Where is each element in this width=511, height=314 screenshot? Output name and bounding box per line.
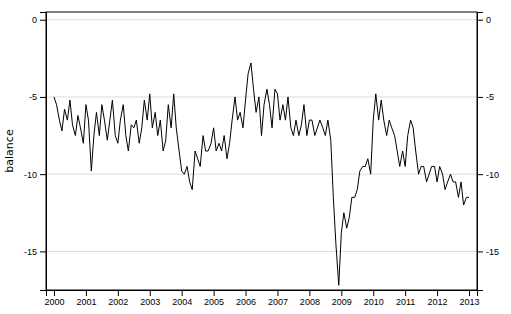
grid-line xyxy=(46,96,477,97)
tick: -5 xyxy=(29,92,46,102)
tick-label: 2012 xyxy=(428,297,448,307)
tick-label: 2007 xyxy=(268,297,288,307)
tick-mark xyxy=(40,174,46,175)
tick-mark xyxy=(150,290,151,296)
tick: -5 xyxy=(477,92,494,102)
tick-mark xyxy=(477,251,483,252)
tick: 2002 xyxy=(108,290,128,307)
tick-label: -15 xyxy=(24,247,37,257)
tick-mark xyxy=(477,97,483,98)
axis-line xyxy=(40,13,47,291)
tick-label: 2001 xyxy=(76,297,96,307)
tick-label: -5 xyxy=(29,92,37,102)
tick-mark xyxy=(246,290,247,296)
tick-mark xyxy=(182,290,183,296)
tick-mark xyxy=(477,20,483,21)
tick-label: -5 xyxy=(486,92,494,102)
plot-frame xyxy=(46,12,477,290)
tick-mark xyxy=(405,290,406,296)
tick-mark xyxy=(40,20,46,21)
tick: 2008 xyxy=(300,290,320,307)
tick: 2009 xyxy=(332,290,352,307)
tick: 2001 xyxy=(76,290,96,307)
grid-line xyxy=(46,174,477,175)
tick-label: 0 xyxy=(486,15,491,25)
tick-mark xyxy=(118,290,119,296)
tick-label: -10 xyxy=(486,170,499,180)
tick-mark xyxy=(54,290,55,296)
tick: 2003 xyxy=(140,290,160,307)
axis-line xyxy=(478,13,484,291)
tick-label: -15 xyxy=(486,247,499,257)
tick-mark xyxy=(469,290,470,296)
tick-mark xyxy=(40,251,46,252)
grid-line xyxy=(46,251,477,252)
y-axis-title: balance xyxy=(3,129,16,173)
tick: -10 xyxy=(24,170,46,180)
tick: 0 xyxy=(32,15,46,25)
tick-label: 2009 xyxy=(332,297,352,307)
tick-mark xyxy=(86,290,87,296)
tick-mark xyxy=(373,290,374,296)
tick-mark xyxy=(40,97,46,98)
tick-mark xyxy=(214,290,215,296)
tick-mark xyxy=(277,290,278,296)
tick: 2005 xyxy=(204,290,224,307)
tick-label: 2010 xyxy=(364,297,384,307)
tick: -15 xyxy=(477,247,499,257)
tick: 2011 xyxy=(396,290,415,307)
tick-label: 0 xyxy=(32,15,37,25)
tick-label: -10 xyxy=(24,170,37,180)
tick-label: 2000 xyxy=(44,297,64,307)
y-axis-right: 0 -5 -10 -15 xyxy=(477,13,499,291)
tick: -10 xyxy=(477,170,499,180)
x-axis: 2000 2001 2002 2003 2004 2005 2006 2007 2008 2009… xyxy=(44,290,479,307)
axis-line xyxy=(47,291,478,297)
tick: 2010 xyxy=(364,290,384,307)
tick: 2007 xyxy=(268,290,288,307)
tick-label: 2008 xyxy=(300,297,320,307)
y-axis: 0 -5 -10 -15 xyxy=(24,13,47,291)
tick-label: 2004 xyxy=(172,297,192,307)
marks xyxy=(54,63,469,285)
tick-label: 2002 xyxy=(108,297,128,307)
plot-area: 2000 2001 2002 2003 2004 2005 2006 2007 2008 2009… xyxy=(24,12,499,307)
tick-label: 2003 xyxy=(140,297,160,307)
tick-label: 2011 xyxy=(396,297,415,307)
tick: 2006 xyxy=(236,290,256,307)
tick-mark xyxy=(341,290,342,296)
tick: 2012 xyxy=(428,290,448,307)
tick: -15 xyxy=(24,247,46,257)
tick-label: 2005 xyxy=(204,297,224,307)
grid-line xyxy=(46,19,477,20)
tick: 0 xyxy=(477,15,491,25)
tick: 2000 xyxy=(44,290,64,307)
tick: 2004 xyxy=(172,290,192,307)
tick-label: 2013 xyxy=(460,297,480,307)
tick-mark xyxy=(437,290,438,296)
chart: 2000 2001 2002 2003 2004 2005 2006 2007 2008 2009… xyxy=(0,0,511,314)
tick-mark xyxy=(309,290,310,296)
tick-label: 2006 xyxy=(236,297,256,307)
tick-mark xyxy=(477,174,483,175)
line xyxy=(54,63,469,285)
tick: 2013 xyxy=(460,290,480,307)
